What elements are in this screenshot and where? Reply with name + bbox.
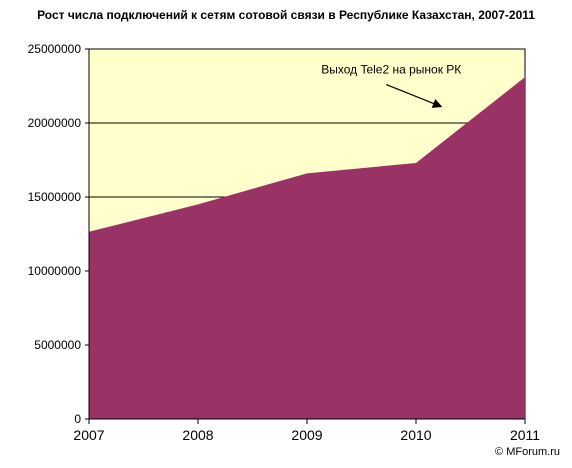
y-tick-labels: 0 5000000 10000000 15000000 20000000 25000000	[28, 42, 89, 426]
y-tick-label-4: 20000000	[28, 116, 82, 130]
y-tick-label-1: 5000000	[34, 338, 81, 352]
x-tick-label-1: 2008	[182, 427, 213, 443]
x-tick-labels: 2007 2008 2009 2010 2011	[73, 419, 540, 443]
watermark: © MForum.ru	[495, 446, 560, 458]
watermark-label: © MForum.ru	[495, 446, 560, 458]
annotation-label: Выход Tele2 на рынок РК	[321, 63, 461, 77]
x-tick-label-3: 2010	[400, 427, 431, 443]
y-tick-label-2: 10000000	[28, 264, 82, 278]
x-tick-label-0: 2007	[73, 427, 104, 443]
x-tick-label-2: 2009	[291, 427, 322, 443]
x-tick-label-4: 2011	[510, 427, 540, 443]
y-tick-label-5: 25000000	[28, 42, 82, 56]
y-tick-label-3: 15000000	[28, 190, 82, 204]
y-tick-label-0: 0	[74, 412, 81, 426]
